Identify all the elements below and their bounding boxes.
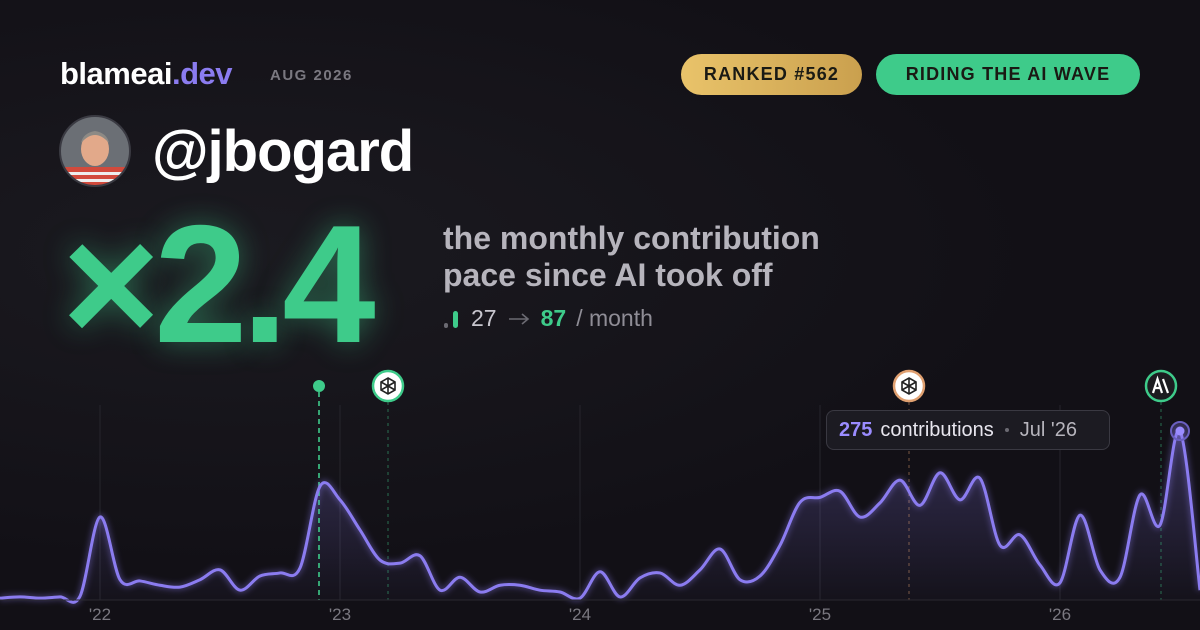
description-line: pace since AI took off (443, 257, 773, 293)
tooltip: 275 contributions Jul '26 (826, 410, 1110, 450)
pace-unit: / month (576, 305, 653, 331)
events (313, 369, 1178, 600)
tooltip-unit: contributions (880, 418, 994, 441)
tooltip-value: 275 (839, 418, 873, 441)
x-tick-label: '23 (329, 605, 351, 624)
pace-after: 87 (540, 305, 567, 331)
brand-name: blameai (60, 56, 172, 91)
pace: 27 87 / month (443, 305, 653, 332)
pace-icon (444, 310, 458, 328)
multiplier: ×2.4 (62, 190, 376, 378)
highlight-dot (1175, 426, 1185, 436)
openai-logo (901, 377, 917, 395)
brand: blameai.dev (60, 56, 232, 92)
badge: RANKED #562 (681, 54, 862, 95)
x-tick-label: '26 (1049, 605, 1071, 624)
arrow (508, 312, 529, 325)
x-tick-label: '22 (89, 605, 111, 624)
event-icon (1144, 369, 1178, 403)
x-tick-label: '24 (569, 605, 591, 624)
line-area (0, 430, 1200, 603)
line (0, 429, 1200, 604)
event-dot (313, 380, 325, 392)
avatar (59, 115, 131, 187)
brand-tld: .dev (171, 56, 233, 91)
x-tick-label: '25 (809, 605, 831, 624)
pace-before: 27 (471, 305, 497, 331)
openai-logo (380, 377, 396, 395)
badge: RIDING THE AI WAVE (876, 54, 1140, 95)
separator (1004, 428, 1009, 432)
tooltip-date: Jul '26 (1019, 418, 1077, 441)
date: AUG 2026 (270, 67, 353, 84)
handle: @jbogard (152, 119, 414, 184)
description: the monthly contribution pace since AI t… (443, 220, 820, 294)
anthropic-logo (1151, 375, 1170, 394)
description-line: the monthly contribution (443, 220, 820, 256)
